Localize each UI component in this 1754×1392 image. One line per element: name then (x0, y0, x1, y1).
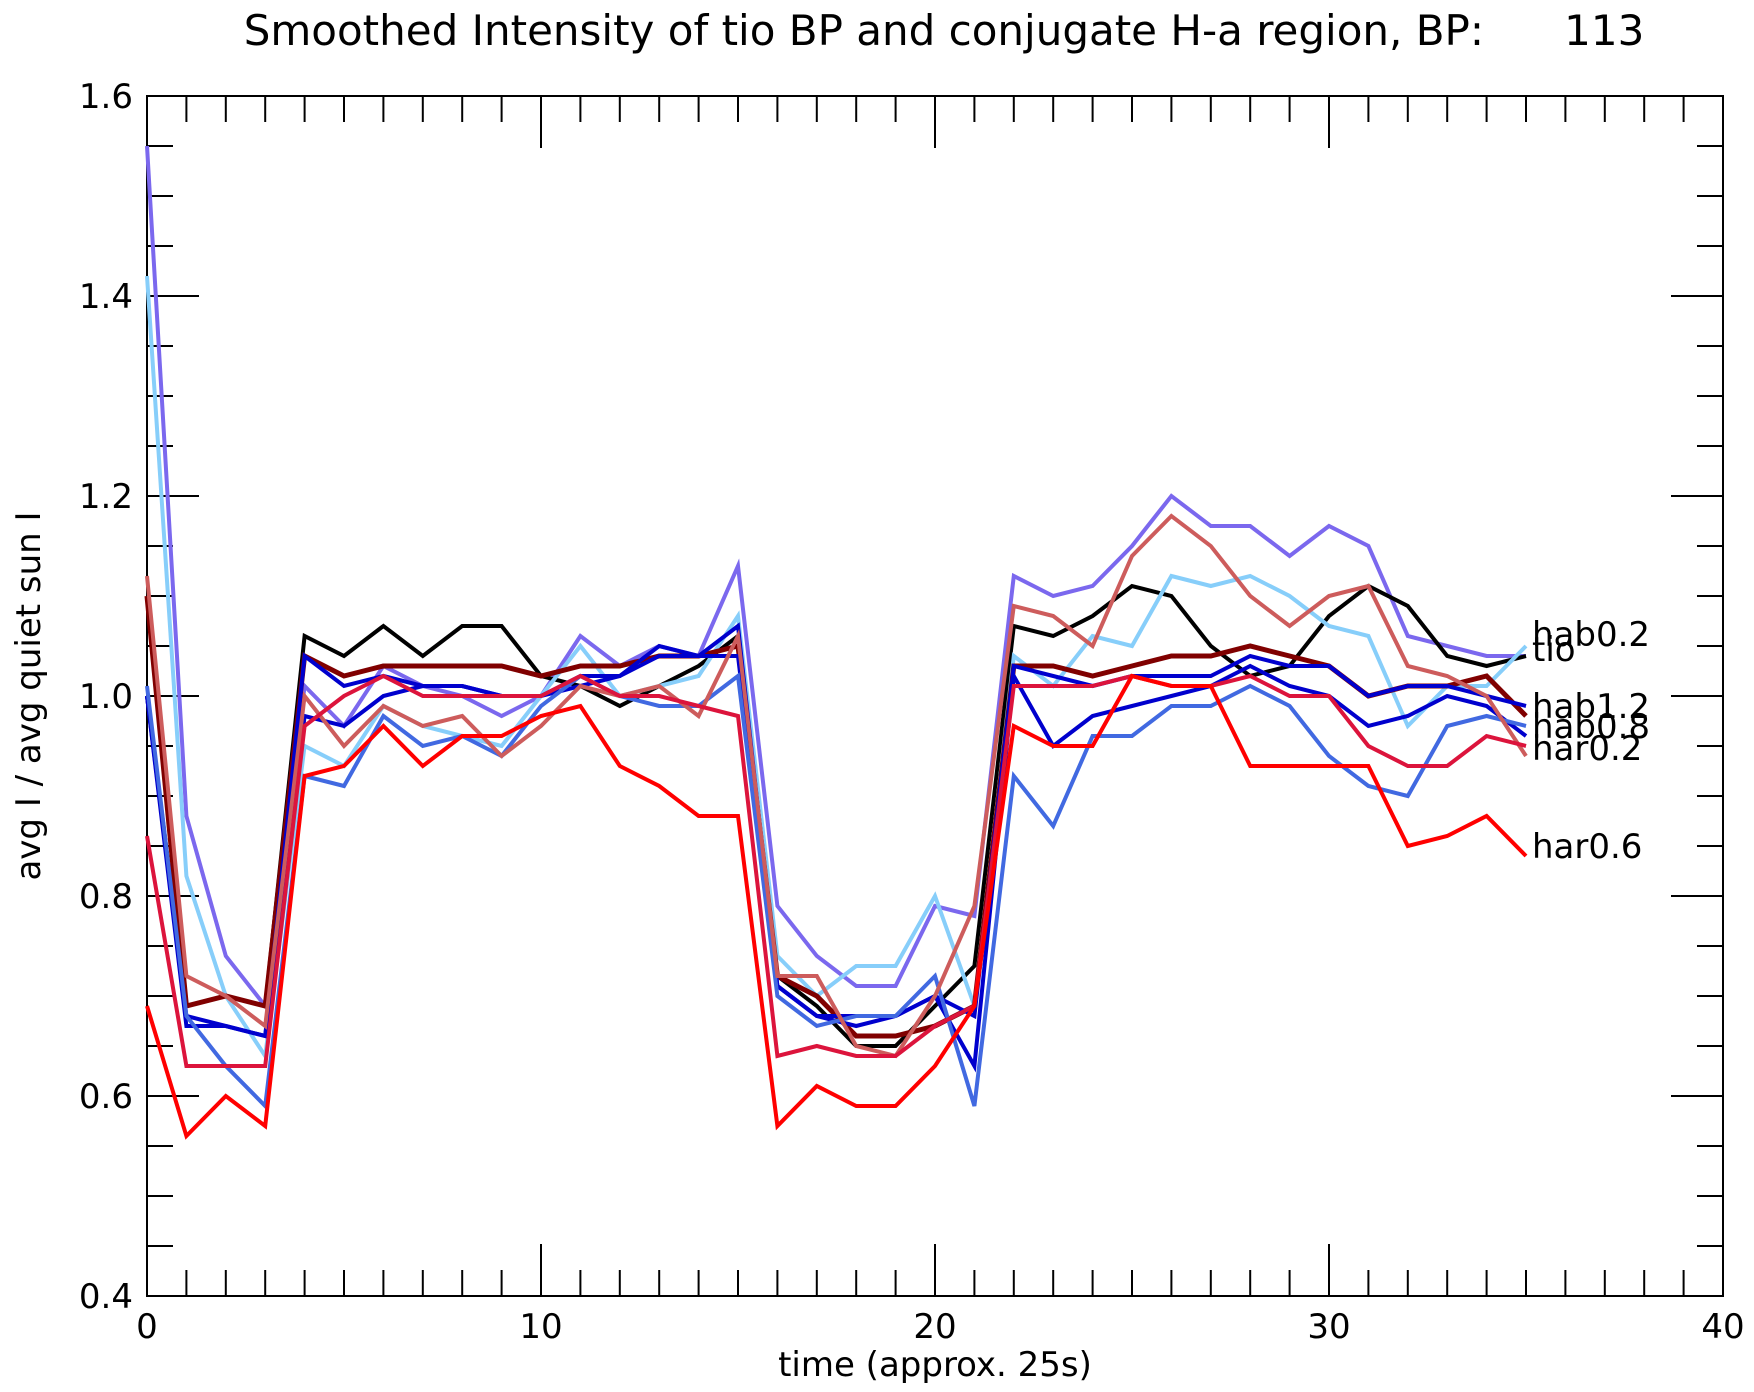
x-tick-label: 30 (1307, 1307, 1350, 1347)
x-tick-label: 0 (136, 1307, 158, 1347)
y-tick-label: 1.2 (79, 477, 133, 517)
series-label: hab0.2 (1532, 615, 1650, 655)
series-label: hab0.8 (1532, 707, 1650, 747)
series-lines (144, 145, 1528, 1140)
x-tick-label: 40 (1701, 1307, 1744, 1347)
series-line-har0.2 (145, 673, 1527, 1068)
series-line-unlabeled-4 (145, 622, 1527, 1039)
x-tick-label: 20 (913, 1307, 956, 1347)
series-label: har0.6 (1532, 827, 1642, 867)
chart-title: Smoothed Intensity of tio BP and conjuga… (244, 6, 1645, 55)
y-axis-label: avg I / avg quiet sun I (9, 511, 49, 880)
series-line-unlabeled-7 (145, 513, 1528, 1059)
series-label: har0.2 (1532, 729, 1642, 769)
y-tick-label: 0.8 (79, 877, 133, 917)
series-label: tio (1532, 630, 1576, 670)
series-line-tio (145, 583, 1527, 1048)
y-tick-label: 1.4 (79, 277, 133, 317)
series-line-hab0.8 (145, 672, 1527, 1111)
y-tick-label: 0.4 (79, 1277, 133, 1317)
series-line-unlabeled-2 (145, 275, 1528, 1062)
series-line-har0.6 (145, 673, 1528, 1140)
series-label: hab1.2 (1532, 687, 1650, 727)
y-tick-label: 0.6 (79, 1077, 133, 1117)
tick-labels: 0 10 20 30 40 0.4 0.6 0.8 1.0 1.2 1.4 1.6 (79, 77, 1745, 1347)
x-tick-label: 10 (519, 1307, 562, 1347)
series-line-hab0.2 (145, 145, 1526, 1012)
y-tick-label: 1.0 (79, 677, 133, 717)
x-axis-label: time (approx. 25s) (778, 1345, 1092, 1385)
y-tick-label: 1.6 (79, 77, 133, 117)
series-line-unlabeled-5 (145, 643, 1528, 1073)
